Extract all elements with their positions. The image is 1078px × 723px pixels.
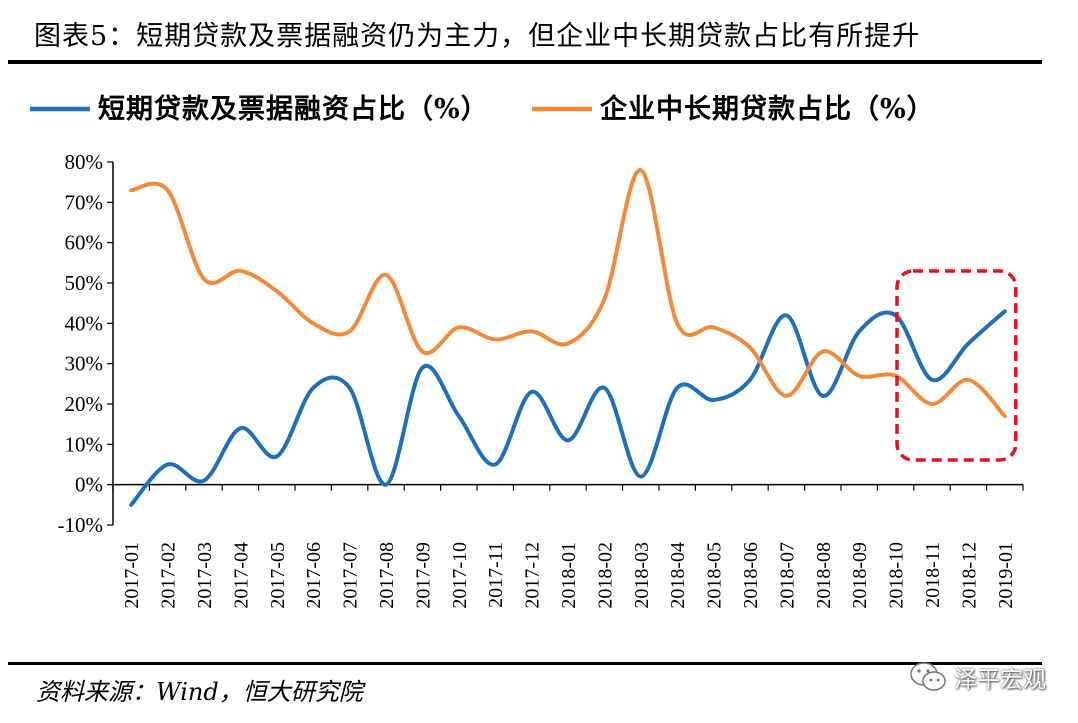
x-tick-label: 2019-01: [995, 542, 1017, 609]
line-chart: -10% 0% 10% 20% 30% 40% 50% 60% 70% 80% 2017-01 201…: [30, 93, 1024, 609]
figure-title: 图表5：短期贷款及票据融资仍为主力，但企业中长期贷款占比有所提升: [34, 21, 921, 52]
y-tick-label: 10%: [65, 432, 104, 456]
footer-rule: [8, 662, 1042, 665]
watermark: 泽平宏观: [908, 660, 1046, 694]
y-tick-label: 50%: [65, 271, 104, 295]
x-tick-label: 2017-03: [194, 542, 216, 609]
x-tick-label: 2018-06: [740, 542, 762, 609]
legend-label: 短期贷款及票据融资占比（%）: [98, 94, 489, 125]
x-tick-label: 2018-12: [958, 542, 980, 609]
x-tick-label: 2018-05: [704, 542, 726, 609]
x-tick-label: 2017-02: [158, 542, 180, 609]
x-tick-label: 2018-10: [886, 542, 908, 609]
y-tick-label: 80%: [65, 150, 104, 174]
x-tick-label: 2018-08: [813, 542, 835, 609]
x-tick-label: 2017-06: [303, 542, 325, 609]
x-tick-label: 2017-10: [449, 542, 471, 609]
x-tick-label: 2018-04: [667, 542, 689, 609]
x-tick-label: 2018-01: [558, 542, 580, 609]
y-tick-label: 60%: [65, 231, 104, 255]
highlight-box: [895, 269, 1018, 462]
x-tick-label: 2018-03: [631, 542, 653, 609]
x-tick-label: 2018-11: [922, 542, 944, 608]
x-tick-label: 2017-07: [340, 542, 362, 609]
x-tick-label: 2018-07: [776, 542, 798, 609]
source-note: 资料来源：Wind，恒大研究院: [36, 678, 363, 706]
x-tick-label: 2017-12: [522, 542, 544, 609]
y-tick-label: 70%: [65, 190, 104, 214]
title-rule: [8, 60, 1042, 64]
x-tick-label: 2017-11: [485, 542, 507, 608]
x-tick-label: 2018-09: [849, 542, 871, 609]
wechat-icon: [910, 662, 946, 691]
x-tick-label: 2017-08: [376, 542, 398, 609]
series-line-long-term: [129, 168, 1007, 419]
watermark-text: 泽平宏观: [954, 667, 1046, 693]
x-tick-label: 2017-09: [412, 542, 434, 609]
y-tick-label: -10%: [58, 513, 104, 537]
series-line-short-term: [129, 309, 1007, 507]
legend-label: 企业中长期贷款占比（%）: [600, 93, 935, 125]
x-tick-label: 2017-05: [267, 542, 289, 609]
x-tick-label: 2017-04: [230, 542, 252, 609]
x-tick-label: 2018-02: [594, 542, 616, 609]
y-tick-label: 0%: [75, 473, 103, 497]
y-tick-label: 20%: [65, 392, 104, 416]
y-tick-label: 40%: [65, 311, 104, 335]
y-tick-label: 30%: [65, 352, 104, 376]
x-tick-label: 2017-01: [121, 542, 143, 609]
